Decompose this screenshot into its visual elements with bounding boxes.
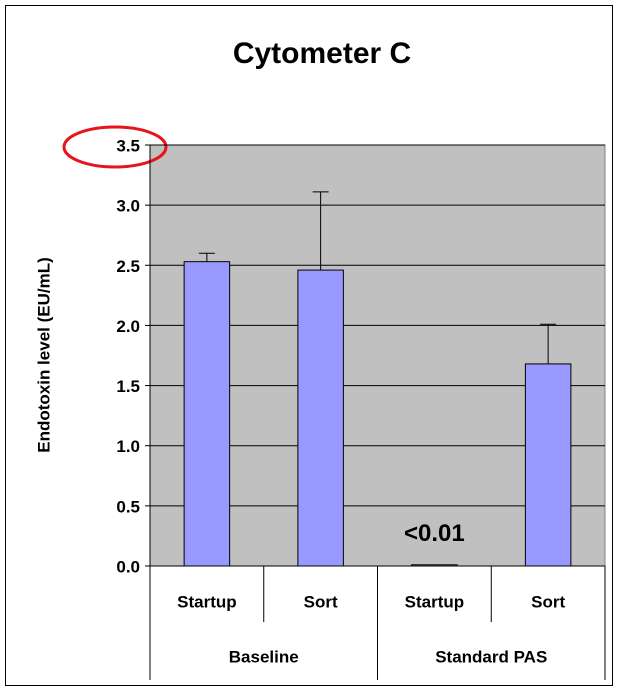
highlight-ellipse [62,125,168,169]
value-label: <0.01 [404,520,465,547]
group-label: Standard PAS [435,647,547,666]
bar [183,261,231,567]
y-tick-label: 1.0 [116,437,140,456]
x-tick-label: Sort [304,592,338,611]
x-tick-label: Startup [405,592,465,611]
x-tick-label: Startup [177,592,237,611]
y-tick-label: 3.5 [116,136,140,155]
y-tick-label: 3.0 [116,197,140,216]
y-axis-label: Endotoxin level (EU/mL) [34,257,53,453]
y-tick-label: 1.5 [116,377,140,396]
bar [524,363,572,567]
chart-title: Cytometer C [233,37,411,70]
y-tick-label: 2.0 [116,317,140,336]
group-label: Baseline [229,647,299,666]
y-tick-label: 2.5 [116,257,140,276]
bar [297,269,344,567]
y-tick-label: 0.0 [116,557,140,576]
bar [411,564,458,567]
x-tick-label: Sort [531,592,565,611]
y-tick-label: 0.5 [116,497,140,516]
